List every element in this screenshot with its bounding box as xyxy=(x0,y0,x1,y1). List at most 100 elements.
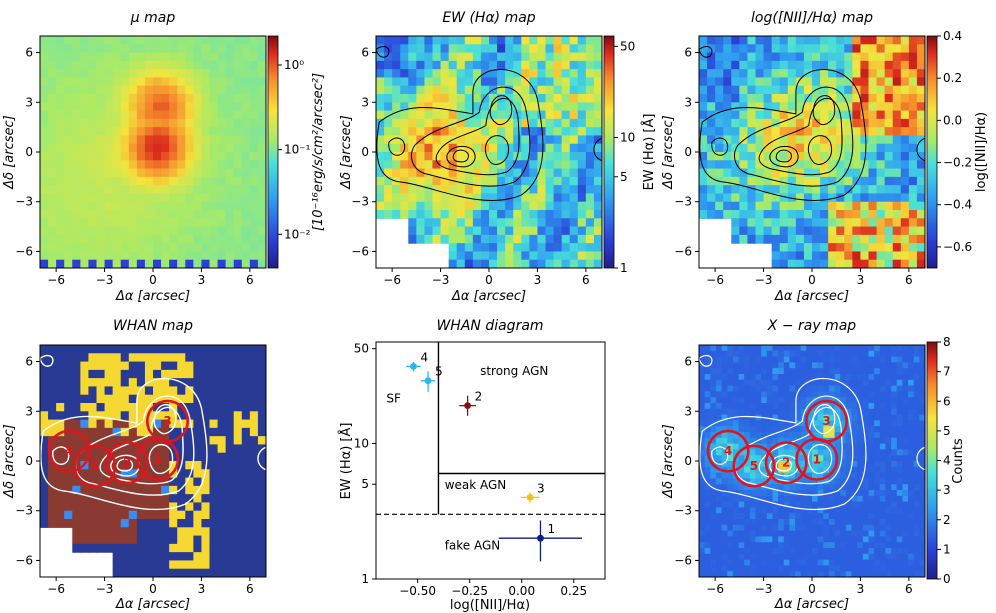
ew-pixel xyxy=(456,226,466,236)
xray-pixel xyxy=(862,553,869,561)
mu-pixel xyxy=(153,201,162,211)
mu-pixel xyxy=(88,110,98,120)
mu-pixel xyxy=(112,118,122,128)
ew-pixel xyxy=(489,77,498,87)
nii-pixel xyxy=(755,193,765,203)
xray-pixel xyxy=(761,513,768,520)
xray-pixel xyxy=(885,478,892,485)
ew-pixel xyxy=(553,218,563,228)
xray-pixel xyxy=(800,437,807,445)
xray-pixel xyxy=(699,449,706,456)
ew-pixel xyxy=(545,243,555,253)
contour-line-4 xyxy=(769,454,799,477)
whan-pixel xyxy=(128,494,138,504)
xray-pixel xyxy=(857,501,864,508)
mu-pixel xyxy=(80,110,90,120)
xray-pixel xyxy=(783,414,790,421)
whan-pixel xyxy=(225,345,235,354)
ew-pixel xyxy=(480,60,490,70)
xray-pixel xyxy=(885,553,892,561)
contour-line-1 xyxy=(699,69,867,201)
xray-pixel xyxy=(874,565,881,572)
mu-pixel xyxy=(96,60,106,70)
xray-pixel xyxy=(789,466,796,474)
whan-pixel xyxy=(193,510,203,520)
mu-pixel xyxy=(128,193,138,203)
mu-pixel xyxy=(128,176,138,186)
whan-pixel xyxy=(64,519,73,528)
xray-pixel xyxy=(879,542,886,549)
nii-pixel xyxy=(876,69,886,79)
mu-pixel xyxy=(241,110,251,120)
xray-pixel xyxy=(857,443,864,450)
xray-pixel xyxy=(845,542,853,549)
whan-pixel xyxy=(233,477,243,487)
whan-pixel xyxy=(128,353,138,363)
xray-pixel xyxy=(828,350,836,358)
xray-pixel xyxy=(738,443,745,450)
whan-pixel xyxy=(241,568,251,577)
xray-pixel xyxy=(840,513,847,520)
ew-pixel xyxy=(400,102,409,112)
xray-pixel xyxy=(806,530,813,537)
xray-pixel xyxy=(885,403,892,410)
xray-pixel xyxy=(755,507,762,514)
nii-pixel xyxy=(876,193,886,203)
xray-pixel xyxy=(812,472,819,479)
ew-pixel xyxy=(561,160,571,170)
xray-pixel xyxy=(840,553,847,561)
xray-pixel xyxy=(721,345,728,352)
xray-pixel xyxy=(732,548,740,555)
ew-pixel xyxy=(424,110,434,120)
mu-pixel xyxy=(48,77,57,87)
whan-pixel xyxy=(209,444,219,454)
xray-pixel xyxy=(732,449,740,456)
xray-pixel xyxy=(715,524,723,532)
xray-pixel xyxy=(710,408,717,416)
xray-pixel xyxy=(840,449,847,456)
mu-pixel xyxy=(64,118,73,128)
mu-pixel xyxy=(225,201,235,211)
whan-pixel xyxy=(56,403,65,412)
nii-pixel xyxy=(699,135,708,145)
xray-pixel xyxy=(789,449,796,456)
xray-pixel xyxy=(738,403,745,410)
whan-pixel xyxy=(56,394,65,404)
xray-pixel xyxy=(755,513,762,520)
xray-pixel xyxy=(868,559,875,566)
mu-pixel xyxy=(144,218,154,228)
nii-pixel xyxy=(763,143,773,153)
mu-pixel xyxy=(217,234,227,244)
xray-pixel xyxy=(919,530,925,537)
nii-pixel xyxy=(795,234,805,244)
xray-pixel xyxy=(845,478,853,485)
nii-pixel xyxy=(771,69,781,79)
xray-pixel xyxy=(710,466,717,474)
nii-pixel xyxy=(884,160,894,170)
whan-pixel xyxy=(161,386,170,396)
ylabel-ew-map: Δδ [arcsec] xyxy=(339,115,354,190)
xray-pixel xyxy=(851,513,858,520)
xray-pixel xyxy=(755,350,762,358)
nii-pixel xyxy=(828,36,837,45)
xray-pixel xyxy=(913,420,920,427)
mu-pixel xyxy=(249,127,259,137)
mu-pixel xyxy=(120,152,130,161)
mu-pixel xyxy=(225,226,235,236)
ew-pixel xyxy=(472,193,482,203)
axis-ticks: −6−6−3−3003366−6−6−3−3003366−6−6−3−30033… xyxy=(15,29,972,596)
nii-pixel xyxy=(803,259,813,268)
xray-pixel xyxy=(902,501,909,508)
nii-pixel xyxy=(731,110,740,120)
ew-pixel xyxy=(456,36,466,45)
ew-pixel xyxy=(456,152,466,161)
mu-pixel xyxy=(193,102,203,112)
whan-pixel xyxy=(88,519,98,528)
xray-pixel xyxy=(761,507,768,514)
xray-pixel xyxy=(919,495,925,503)
mu-pixel xyxy=(64,94,73,103)
nii-pixel xyxy=(820,152,829,161)
nii-pixel xyxy=(876,251,886,261)
ew-pixel xyxy=(416,218,426,228)
nii-pixel xyxy=(900,135,910,145)
